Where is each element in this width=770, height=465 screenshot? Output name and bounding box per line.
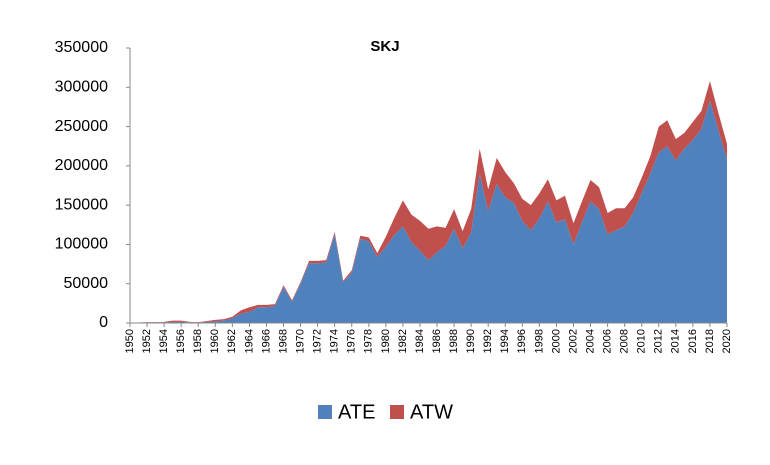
y-tick-label: 0 (99, 314, 108, 331)
x-tick-label: 1958 (192, 329, 204, 353)
x-tick-label: 1952 (141, 329, 153, 353)
y-tick-label: 250000 (55, 118, 108, 135)
x-tick-label: 1950 (124, 329, 136, 353)
x-tick-label: 1974 (329, 329, 341, 353)
x-tick-label: 1964 (243, 329, 255, 353)
y-tick-label: 200000 (55, 157, 108, 174)
x-tick-label: 1978 (363, 329, 375, 353)
x-tick-label: 1982 (397, 329, 409, 353)
area (130, 100, 727, 324)
x-tick-label: 1968 (277, 329, 289, 353)
x-tick-label: 1966 (260, 329, 272, 353)
x-tick-label: 1992 (482, 329, 494, 353)
x-tick-label: 1994 (499, 329, 511, 353)
x-tick-label: 1976 (346, 329, 358, 353)
legend-swatch (318, 405, 332, 419)
x-tick-label: 2020 (721, 329, 733, 353)
x-tick-label: 2000 (550, 329, 562, 353)
x-tick-label: 2016 (687, 329, 699, 353)
chart-title: SKJ (370, 38, 399, 55)
x-tick-label: 1980 (380, 329, 392, 353)
x-tick-label: 2006 (602, 329, 614, 353)
x-tick-label: 2008 (619, 329, 631, 353)
x-tick-label: 1954 (158, 329, 170, 353)
legend-label: ATE (338, 401, 375, 423)
x-tick-label: 1990 (465, 329, 477, 353)
x-tick-label: 1988 (448, 329, 460, 353)
legend-label: ATW (410, 401, 453, 423)
x-tick-label: 1962 (226, 329, 238, 353)
y-tick-label: 150000 (55, 196, 108, 213)
y-tick-label: 50000 (64, 275, 109, 292)
y-tick-label: 100000 (55, 236, 108, 253)
x-tick-label: 1996 (516, 329, 528, 353)
x-tick-label: 2010 (636, 329, 648, 353)
x-tick-label: 2018 (704, 329, 716, 353)
x-tick-label: 2002 (567, 329, 579, 353)
x-tick-label: 1972 (312, 329, 324, 353)
x-tick-label: 2014 (670, 329, 682, 353)
x-tick-label: 1956 (175, 329, 187, 353)
x-tick-label: 1984 (414, 329, 426, 353)
legend-swatch (390, 405, 404, 419)
x-tick-label: 1986 (431, 329, 443, 353)
x-tick-label: 1960 (209, 329, 221, 353)
x-tick-label: 2012 (653, 329, 665, 353)
x-tick-label: 1970 (294, 329, 306, 353)
y-tick-label: 350000 (55, 39, 108, 56)
x-tick-label: 1998 (533, 329, 545, 353)
x-tick-label: 2004 (584, 329, 596, 353)
y-tick-label: 300000 (55, 79, 108, 96)
